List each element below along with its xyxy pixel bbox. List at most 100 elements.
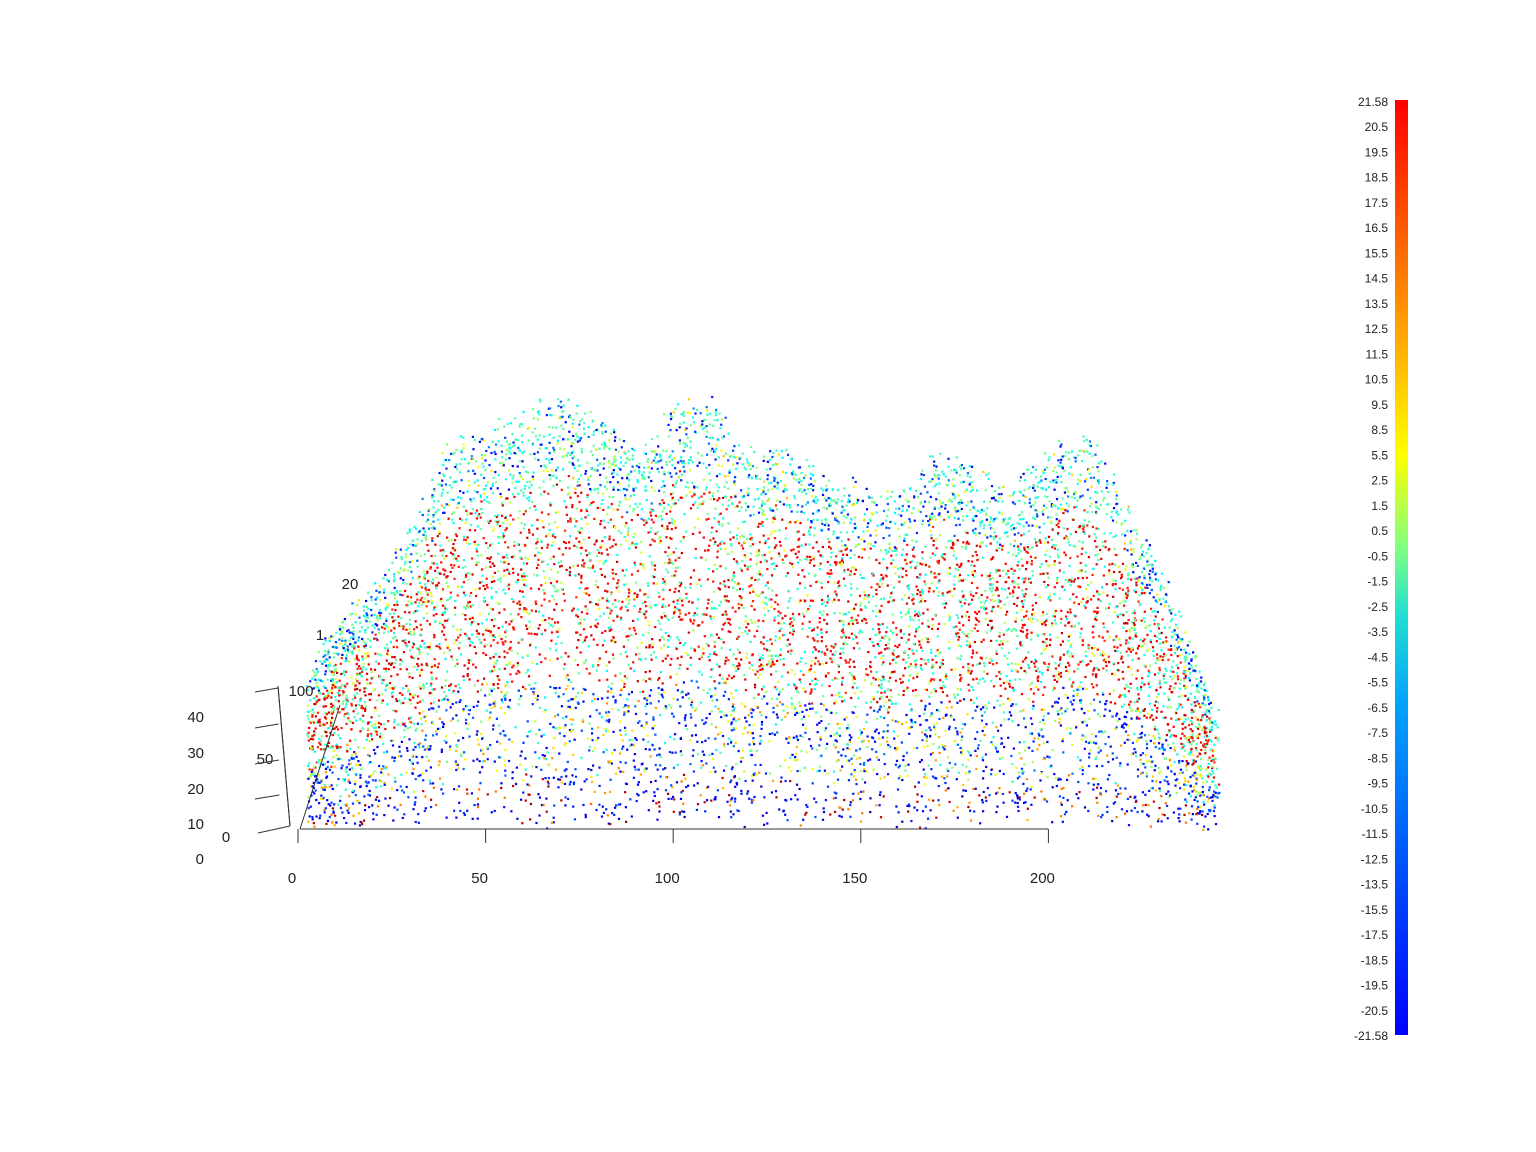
data-point bbox=[1196, 812, 1199, 815]
data-point bbox=[603, 526, 606, 529]
data-point bbox=[356, 667, 359, 670]
data-point bbox=[543, 576, 547, 579]
data-point bbox=[568, 740, 571, 743]
data-point bbox=[490, 689, 493, 693]
data-point bbox=[1124, 592, 1128, 595]
data-point bbox=[1195, 684, 1199, 687]
data-point bbox=[538, 624, 541, 627]
data-point bbox=[796, 770, 799, 773]
data-point bbox=[716, 490, 720, 493]
data-point bbox=[1196, 686, 1199, 689]
data-point bbox=[616, 560, 619, 563]
data-point bbox=[316, 779, 319, 782]
data-point bbox=[393, 726, 396, 729]
data-point bbox=[630, 519, 633, 522]
data-point bbox=[689, 576, 692, 579]
data-point bbox=[502, 729, 505, 733]
data-point bbox=[750, 801, 753, 804]
data-point bbox=[1159, 781, 1162, 784]
data-point bbox=[943, 623, 946, 626]
data-point bbox=[1081, 769, 1084, 772]
data-point bbox=[626, 474, 629, 477]
data-point bbox=[695, 708, 698, 711]
data-point bbox=[1066, 650, 1069, 653]
data-point bbox=[671, 458, 674, 461]
data-point bbox=[508, 501, 512, 504]
data-point bbox=[506, 680, 509, 684]
data-point bbox=[1173, 644, 1176, 647]
data-point bbox=[1197, 765, 1200, 768]
data-point bbox=[696, 753, 700, 756]
data-point bbox=[981, 541, 984, 544]
data-point bbox=[1056, 710, 1059, 713]
data-point bbox=[1175, 664, 1178, 667]
data-point bbox=[808, 483, 811, 486]
data-point bbox=[976, 731, 979, 734]
data-point bbox=[591, 727, 594, 730]
data-point bbox=[585, 554, 589, 557]
data-point bbox=[1166, 804, 1169, 807]
data-point bbox=[1169, 644, 1173, 647]
data-point bbox=[577, 477, 581, 481]
data-point bbox=[958, 621, 961, 624]
data-point bbox=[508, 662, 511, 666]
data-point bbox=[762, 607, 765, 610]
data-point bbox=[563, 448, 566, 451]
data-point bbox=[938, 751, 941, 754]
data-point bbox=[525, 497, 528, 500]
data-point bbox=[371, 773, 375, 776]
data-point bbox=[810, 472, 813, 476]
data-point bbox=[623, 451, 626, 454]
data-point bbox=[650, 514, 653, 517]
data-point bbox=[573, 518, 576, 521]
data-point bbox=[434, 605, 437, 608]
data-point bbox=[493, 618, 496, 621]
data-point bbox=[661, 696, 665, 699]
data-point bbox=[1031, 617, 1034, 620]
data-point bbox=[675, 480, 678, 483]
data-point bbox=[900, 523, 903, 526]
data-point bbox=[648, 694, 651, 697]
data-point bbox=[730, 798, 733, 801]
data-point bbox=[745, 652, 748, 655]
data-point bbox=[1052, 689, 1055, 692]
data-point bbox=[314, 789, 317, 792]
data-point bbox=[610, 609, 613, 612]
data-point bbox=[632, 507, 635, 511]
data-point bbox=[1149, 569, 1152, 572]
data-point bbox=[464, 618, 467, 621]
data-point bbox=[644, 593, 647, 596]
data-point bbox=[956, 816, 959, 819]
data-point bbox=[918, 643, 921, 646]
data-point bbox=[975, 592, 978, 595]
data-point bbox=[1132, 529, 1135, 532]
data-point bbox=[600, 502, 603, 506]
data-point bbox=[449, 706, 452, 709]
data-point bbox=[636, 595, 639, 598]
data-point bbox=[1151, 775, 1155, 778]
data-point bbox=[1055, 471, 1058, 474]
data-point bbox=[796, 510, 799, 513]
data-point bbox=[1060, 458, 1063, 461]
data-point bbox=[920, 473, 923, 476]
data-point bbox=[346, 659, 349, 662]
data-point bbox=[943, 606, 946, 609]
data-point bbox=[942, 716, 945, 720]
data-point bbox=[527, 496, 530, 499]
data-point bbox=[589, 715, 592, 718]
data-point bbox=[1169, 620, 1172, 623]
data-point bbox=[828, 685, 831, 688]
data-point bbox=[679, 663, 682, 667]
data-point bbox=[1047, 712, 1050, 715]
data-point bbox=[745, 509, 748, 512]
data-point bbox=[351, 612, 354, 615]
data-point bbox=[683, 718, 687, 722]
data-point bbox=[1151, 708, 1154, 711]
data-point bbox=[818, 663, 821, 666]
data-point bbox=[978, 794, 981, 797]
data-point bbox=[985, 599, 988, 602]
data-point bbox=[434, 569, 437, 572]
data-point bbox=[858, 756, 861, 759]
data-point bbox=[918, 576, 921, 579]
data-point bbox=[881, 522, 884, 525]
